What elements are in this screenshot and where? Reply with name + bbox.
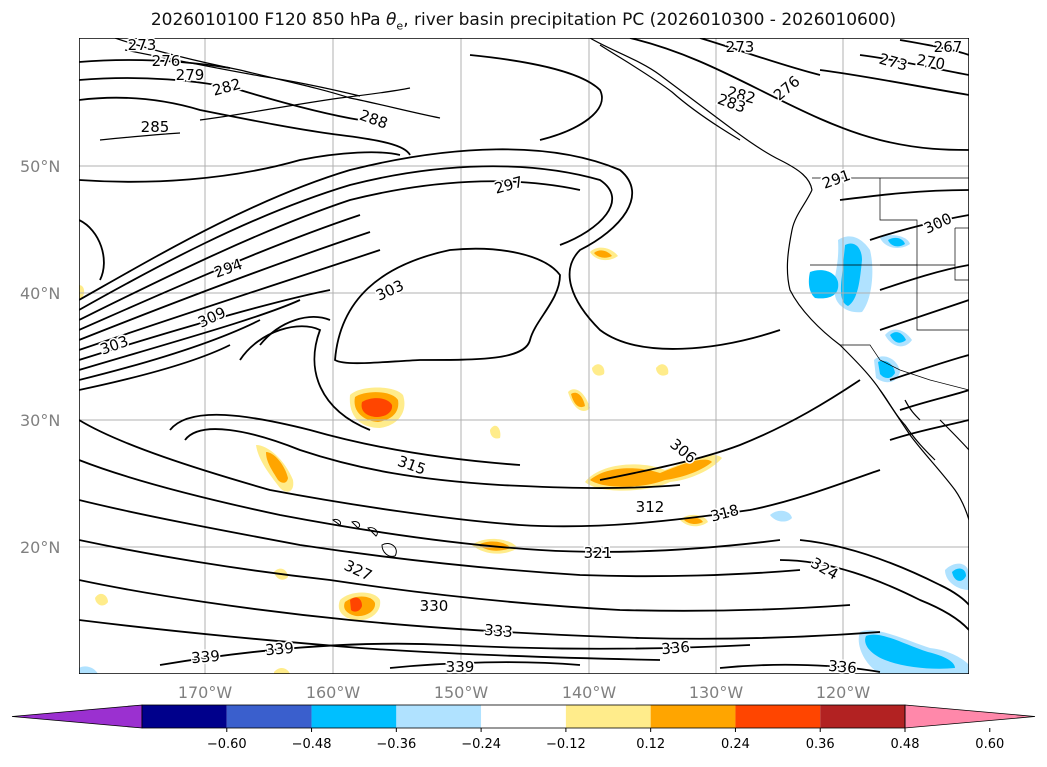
lon-label: 160°W (306, 683, 361, 702)
precip-blob (684, 517, 703, 525)
precip-negative-areas (79, 235, 969, 674)
longitude-labels: 170°W 160°W 150°W 140°W 130°W 120°W (178, 683, 871, 702)
lat-label: 30°N (20, 411, 60, 430)
contour-label: 321 (584, 544, 613, 562)
contour-label: 267 (934, 38, 963, 56)
colorbar-tick-label: −0.60 (207, 737, 247, 752)
colorbar-tick-label: −0.12 (546, 737, 586, 752)
colorbar-tick-label: 0.36 (806, 737, 835, 752)
precip-blob (95, 593, 108, 606)
precip-blob (808, 270, 839, 299)
contour-label: 273 (726, 38, 755, 56)
contour-label: 339 (191, 647, 221, 667)
latitude-labels: 50°N 40°N 30°N 20°N (20, 157, 60, 557)
lon-label: 170°W (178, 683, 233, 702)
map-title: 2026010100 F120 850 hPa θe, river basin … (150, 10, 897, 33)
contour-label: 336 (827, 657, 857, 677)
contour-label: 339 (446, 658, 475, 676)
colorbar-segment (650, 705, 736, 728)
colorbar-segment (226, 705, 312, 728)
precip-blob (79, 666, 98, 674)
lon-label: 140°W (562, 683, 617, 702)
precip-blob (361, 398, 393, 417)
contour-label: 312 (636, 498, 665, 516)
contour-label: 285 (141, 118, 170, 136)
contour-label: 330 (420, 597, 449, 615)
lat-label: 50°N (20, 157, 60, 176)
colorbar-extend-high (904, 704, 1036, 729)
contour-label: 270 (915, 51, 946, 74)
precip-blob (350, 597, 362, 612)
contour-label: 276 (152, 52, 181, 70)
colorbar-tick-label: 0.24 (721, 737, 750, 752)
theta-symbol: θ (386, 10, 397, 30)
contour-label: 279 (176, 66, 205, 84)
contour-label: 336 (661, 638, 691, 658)
colorbar-tick-label: 0.60 (975, 737, 1004, 752)
contour-label: 333 (483, 621, 513, 641)
gridlines (79, 38, 969, 674)
contour-label: 339 (265, 639, 295, 659)
colorbar-segment (565, 705, 651, 728)
precip-blob (656, 364, 669, 376)
colorbar-tick-label: 0.48 (891, 737, 920, 752)
lon-label: 150°W (434, 683, 489, 702)
colorbar-tick-label: 0.12 (636, 737, 665, 752)
colorbar-frame (141, 704, 906, 729)
precip-blob (840, 243, 862, 306)
theta-e-contours (79, 38, 969, 673)
colorbar-segment (735, 705, 821, 728)
precip-blob (274, 667, 290, 674)
colorbar: −0.60 −0.48 −0.36 −0.24 −0.12 0.12 0.24 0.36 0.4… (11, 704, 1036, 752)
colorbar-tick-label: −0.48 (292, 737, 332, 752)
coastlines (99, 38, 969, 521)
precip-blob (266, 452, 288, 483)
colorbar-tick-label: −0.36 (376, 737, 416, 752)
precip-blob (890, 332, 906, 343)
colorbar-segment (481, 705, 566, 728)
precip-blob (571, 392, 585, 408)
precip-blob (592, 364, 605, 376)
colorbar-segment (820, 705, 905, 728)
political-borders (810, 177, 969, 391)
contour-label: 273 (128, 36, 157, 54)
precip-blob (888, 237, 905, 247)
lon-label: 130°W (689, 683, 744, 702)
colorbar-tick-label: −0.24 (461, 737, 501, 752)
precip-blob (490, 425, 501, 439)
precip-blob (590, 459, 712, 487)
precip-blob (865, 634, 955, 669)
map-plot-area (79, 38, 969, 674)
precip-blob (770, 510, 792, 522)
colorbar-extend-low (11, 704, 143, 729)
lat-label: 20°N (20, 538, 60, 557)
colorbar-segment (396, 705, 482, 728)
precip-blob (79, 285, 85, 298)
lat-label: 40°N (20, 284, 60, 303)
theta-subscript: e (396, 19, 404, 33)
precip-positive-areas (79, 247, 722, 674)
precip-blob (952, 568, 966, 581)
lon-label: 120°W (816, 683, 871, 702)
precip-blob (594, 250, 612, 258)
colorbar-segment (142, 705, 227, 728)
colorbar-segment (311, 705, 397, 728)
